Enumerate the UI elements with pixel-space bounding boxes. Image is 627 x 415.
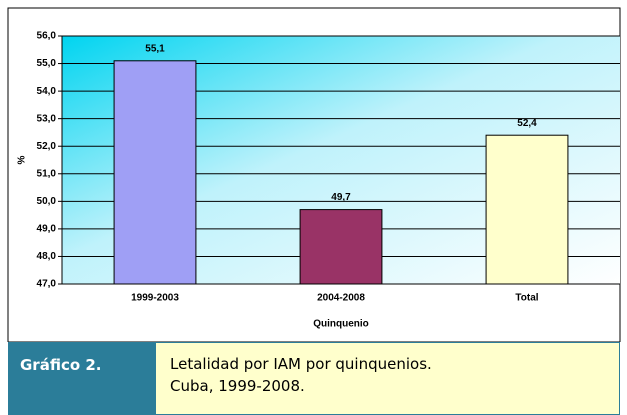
y-tick-label: 54,0 xyxy=(37,86,57,97)
data-label: 55,1 xyxy=(145,43,165,54)
bar xyxy=(113,60,197,285)
y-tick-label: 52,0 xyxy=(37,141,57,152)
chart: % Quinquenio 47,0 48,0 49,0 50,0 51,0 52,0 53,… xyxy=(7,7,621,342)
y-tick-label: 51,0 xyxy=(37,168,57,179)
y-tick-label: 48,0 xyxy=(37,251,57,262)
y-tick-label: 47,0 xyxy=(37,279,57,290)
caption-text: Letalidad por IAM por quinquenios. Cuba,… xyxy=(155,342,620,415)
x-tick-label: Total xyxy=(515,293,538,304)
y-tick-label: 53,0 xyxy=(37,113,57,124)
bar xyxy=(485,134,569,285)
caption: Gráfico 2. Letalidad por IAM por quinque… xyxy=(8,342,620,415)
x-tick-label: 1999-2003 xyxy=(131,293,179,304)
caption-label: Gráfico 2. xyxy=(8,342,155,415)
data-label: 49,7 xyxy=(331,192,351,203)
y-axis-label: % xyxy=(17,155,28,164)
caption-line: Cuba, 1999-2008. xyxy=(170,377,305,395)
data-label: 52,4 xyxy=(517,118,537,129)
y-tick-label: 50,0 xyxy=(37,196,57,207)
x-axis-label: Quinquenio xyxy=(313,319,369,330)
y-tick-label: 49,0 xyxy=(37,224,57,235)
bar xyxy=(299,209,383,285)
y-tick-label: 56,0 xyxy=(37,31,57,42)
x-tick-label: 2004-2008 xyxy=(317,293,365,304)
y-tick-label: 55,0 xyxy=(37,58,57,69)
caption-line: Letalidad por IAM por quinquenios. xyxy=(170,355,432,373)
